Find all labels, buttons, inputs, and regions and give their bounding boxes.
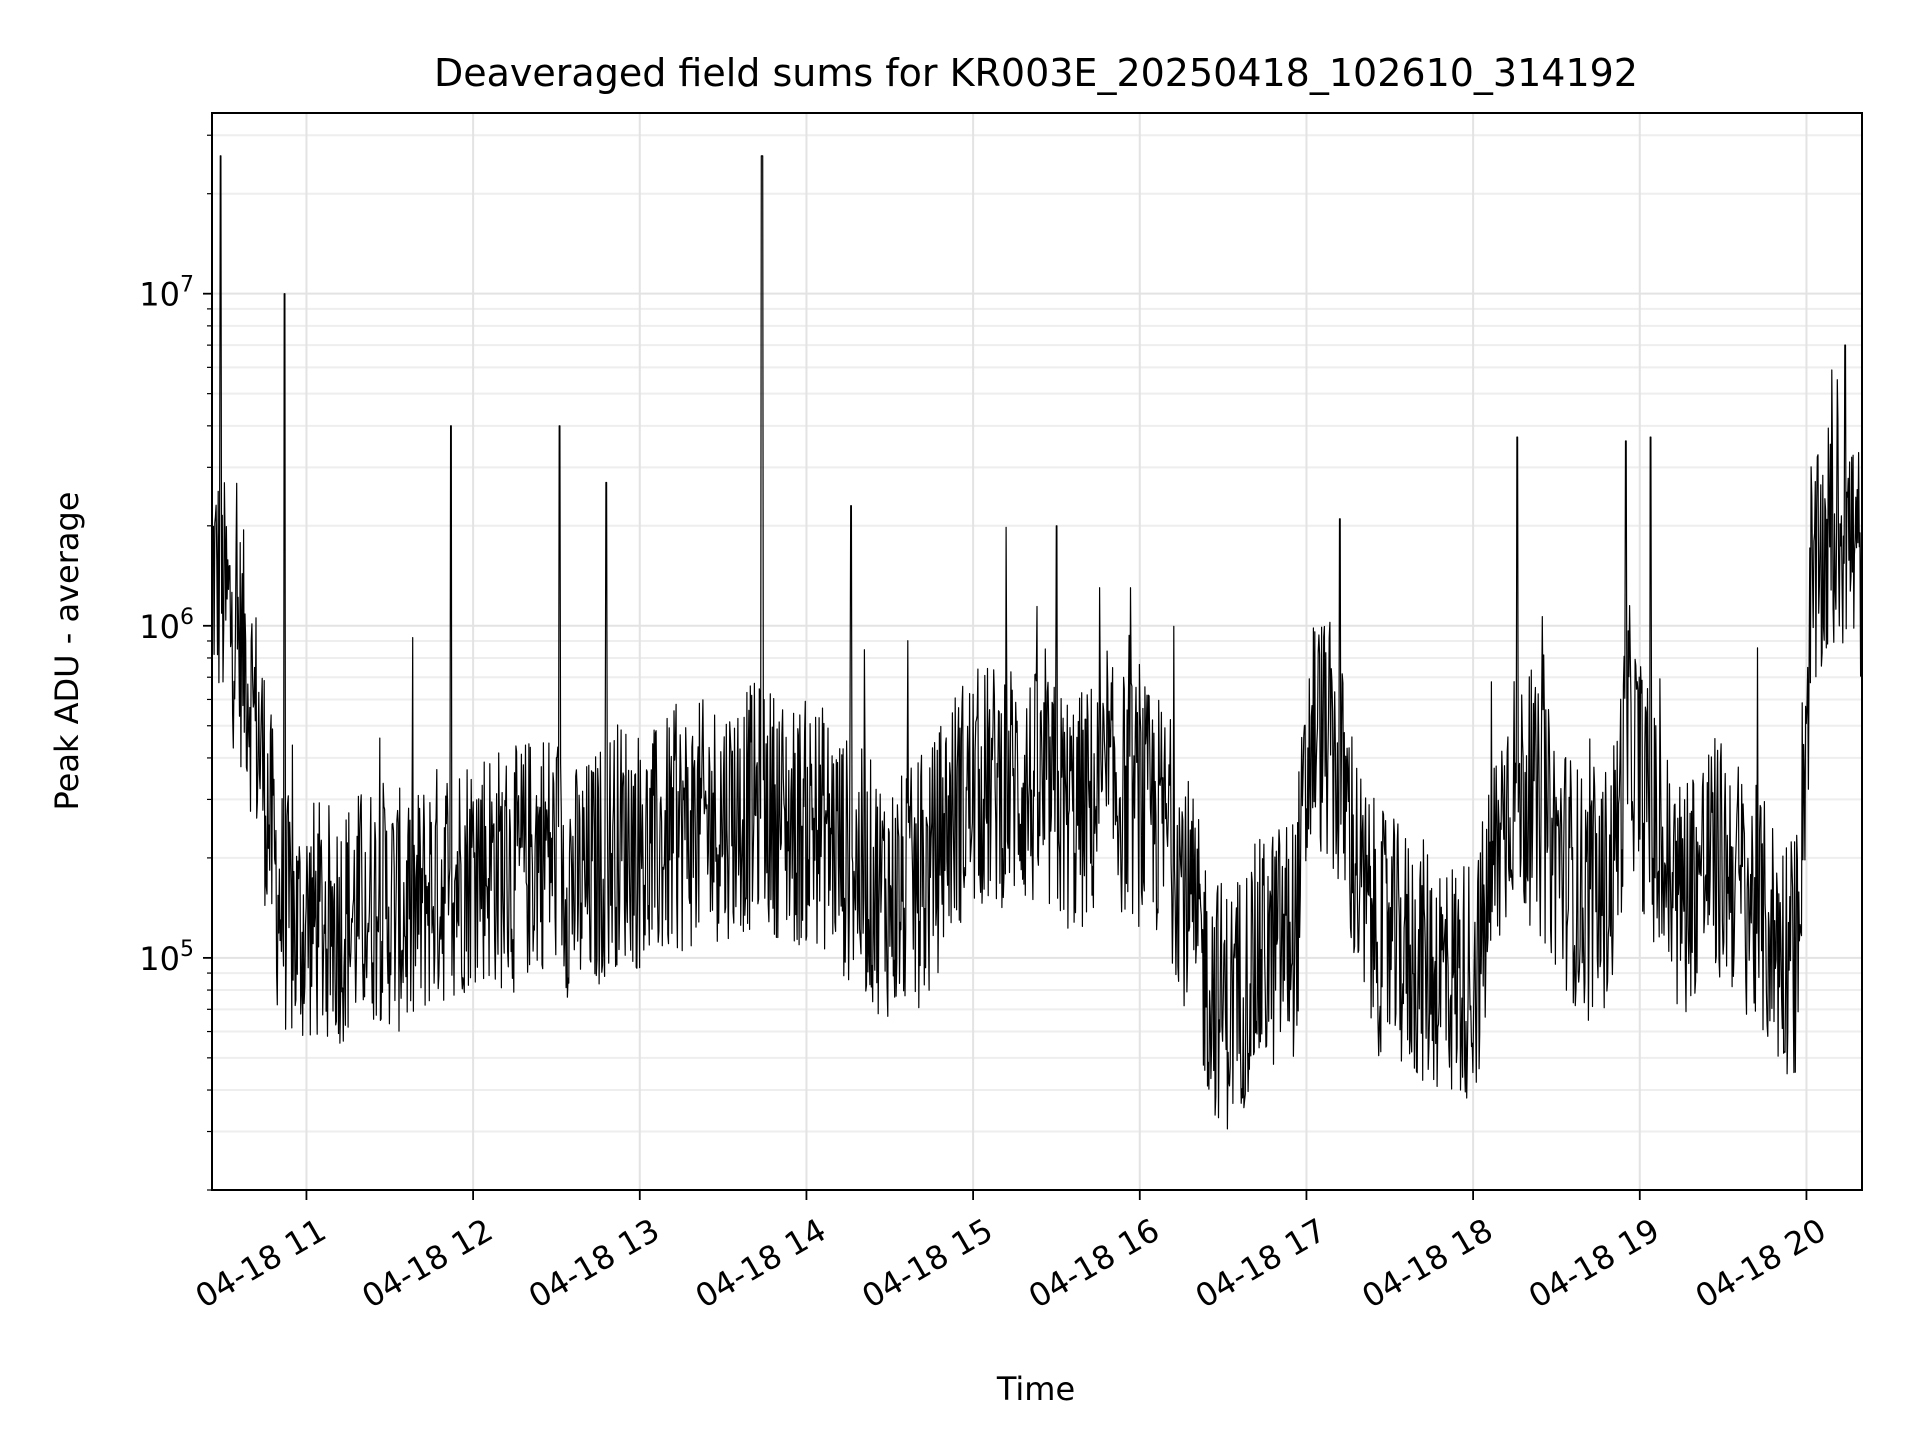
y-axis-ticks: 105 106 107 [139, 134, 212, 1191]
x-axis-label: Time [996, 1370, 1075, 1408]
chart-title: Deaveraged field sums for KR003E_2025041… [434, 51, 1638, 95]
y-axis-label: Peak ADU - average [48, 492, 86, 811]
y-tick-label: 107 [139, 273, 194, 314]
plot-area [211, 155, 1863, 1130]
series-line [211, 155, 1863, 1130]
y-tick-label: 106 [139, 605, 194, 646]
y-tick-label: 105 [139, 937, 194, 978]
axes-frame [211, 112, 1863, 1191]
